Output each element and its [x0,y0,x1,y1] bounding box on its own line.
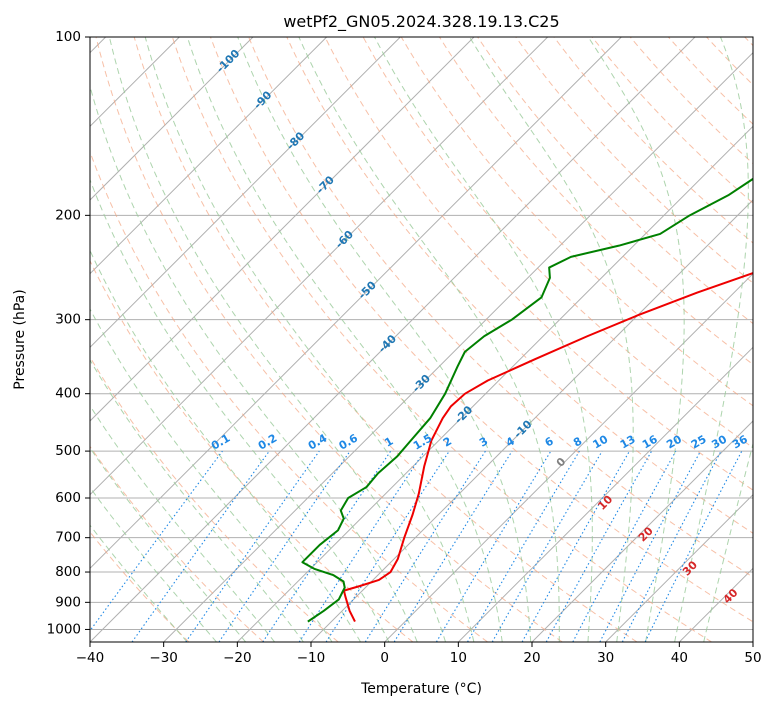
x-tick-label: 10 [450,650,467,666]
x-tick-label: 20 [523,650,540,666]
chart-title: wetPf2_GN05.2024.328.19.13.C25 [283,12,559,32]
y-tick-label: 500 [55,443,81,459]
isotherm-50 [753,37,775,642]
x-tick-label: 40 [671,650,688,666]
plot-background [90,37,753,642]
y-tick-label: 800 [55,564,81,580]
y-tick-label: 1000 [47,621,81,637]
y-tick-label: 700 [55,530,81,546]
y-tick-label: 900 [55,594,81,610]
y-tick-label: 600 [55,490,81,506]
x-tick-label: −40 [76,650,105,666]
x-tick-label: −10 [297,650,326,666]
y-tick-label: 100 [55,29,81,45]
x-tick-label: −20 [223,650,252,666]
x-tick-label: 30 [597,650,614,666]
x-tick-label: −30 [149,650,178,666]
y-tick-label: 200 [55,207,81,223]
y-tick-label: 400 [55,386,81,402]
x-axis-label: Temperature (°C) [360,681,482,697]
x-tick-label: 50 [744,650,761,666]
x-tick-label: 0 [380,650,389,666]
y-tick-label: 300 [55,312,81,328]
y-axis-label: Pressure (hPa) [12,289,28,389]
